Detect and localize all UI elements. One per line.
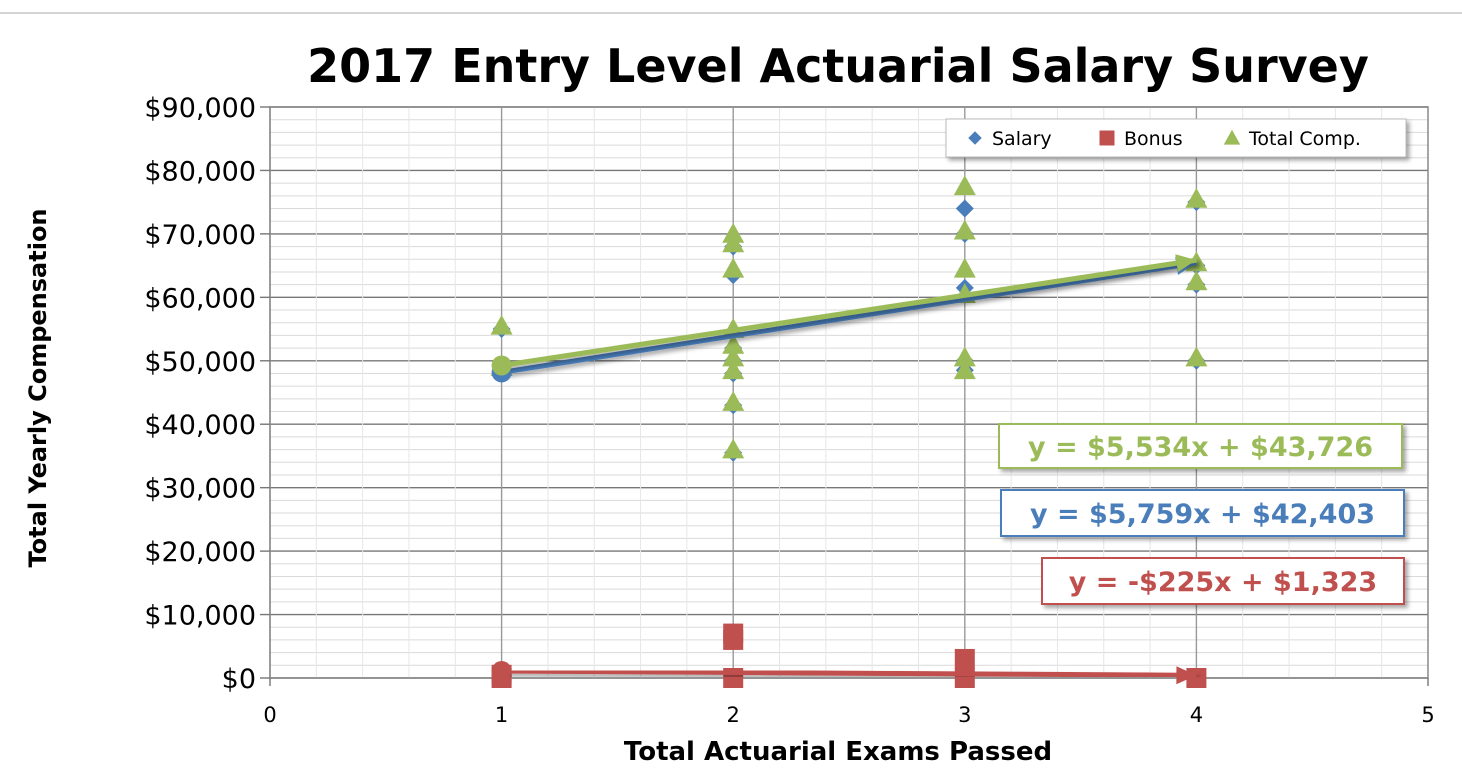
y-tick-label: $80,000 [144, 156, 256, 187]
legend-salary-marker [968, 131, 982, 145]
x-tick-label: 1 [495, 703, 508, 727]
y-tick-label: $30,000 [144, 474, 256, 505]
total-comp-point [722, 333, 745, 354]
bonus-equation-box [1041, 557, 1405, 605]
total-comp-point [722, 391, 745, 411]
y-tick-label: $20,000 [144, 537, 256, 568]
x-tick-label: 2 [727, 703, 740, 727]
y-tick-label: $40,000 [144, 410, 256, 441]
x-axis-ticks: 0 1 2 3 4 5 [263, 678, 1435, 727]
salary-trendline [501, 260, 1197, 375]
total-comp-point [953, 257, 976, 278]
salary-equation-box [1000, 489, 1405, 537]
total-comp-point [953, 175, 976, 196]
chart-title: 2017 Entry Level Actuarial Salary Survey [307, 39, 1369, 93]
total-comp-trend-start-dot [491, 355, 512, 376]
legend-bonus-label: Bonus [1124, 128, 1183, 150]
y-tick-label: $90,000 [144, 93, 256, 124]
x-tick-label: 4 [1190, 703, 1203, 727]
bonus-point [723, 623, 744, 644]
total-comp-point [722, 438, 745, 459]
total-comp-point [1185, 270, 1208, 291]
x-axis-label: Total Actuarial Exams Passed [624, 737, 1052, 767]
y-tick-label: $70,000 [144, 220, 256, 251]
y-axis-ticks: $0 $10,000 $20,000 $30,000 $40,000 $50,000 $60… [144, 93, 270, 695]
salary-equation-label: y = $5,759x + $42,403 [1030, 499, 1375, 530]
legend-bonus-marker [1099, 130, 1115, 146]
total-comp-point [722, 359, 745, 380]
bonus-trendline [501, 668, 1197, 678]
x-tick-label: 3 [958, 703, 971, 727]
total-comp-equation-label: y = $5,534x + $43,726 [1028, 432, 1373, 463]
legend: Salary Bonus Total Comp. [945, 118, 1407, 158]
top-divider [0, 12, 1462, 14]
y-axis-label: Total Yearly Compensation [24, 208, 52, 567]
legend-box [945, 118, 1407, 158]
y-tick-label: $0 [222, 664, 256, 695]
total-comp-point [722, 257, 745, 278]
x-tick-label: 5 [1421, 703, 1434, 727]
total-comp-point [722, 222, 745, 243]
bonus-point [954, 668, 975, 688]
total-comp-equation-box [998, 423, 1403, 469]
legend-total-comp-label: Total Comp. [1248, 128, 1361, 150]
plot-area-border [269, 106, 1429, 679]
y-tick-label: $50,000 [144, 347, 256, 378]
y-tick-label: $60,000 [144, 283, 256, 314]
legend-total-comp-marker [1223, 129, 1241, 145]
salary-point [955, 199, 974, 218]
total-comp-point [1185, 346, 1208, 367]
bonus-trend-arrowhead [1176, 666, 1197, 685]
trendline-equations: y = $5,534x + $43,726 y = $5,759x + $42,4… [998, 423, 1405, 605]
gridlines [269, 106, 1428, 679]
total-comp-point [953, 359, 976, 380]
total-comp-point [722, 346, 745, 367]
total-comp-point [1185, 187, 1208, 208]
total-comp-trendline [501, 257, 1197, 368]
legend-salary-label: Salary [992, 128, 1052, 150]
total-comp-point [953, 219, 976, 240]
total-comp-trend-arrowhead [1175, 254, 1197, 273]
total-comp-point [490, 314, 513, 335]
total-comp-point [953, 346, 976, 367]
bonus-trend-start-dot [491, 661, 512, 682]
bonus-equation-label: y = -$225x + $1,323 [1069, 567, 1377, 598]
bonus-point [954, 648, 975, 669]
x-tick-label: 0 [263, 703, 276, 727]
y-tick-label: $10,000 [144, 601, 256, 632]
trendlines [491, 254, 1197, 685]
